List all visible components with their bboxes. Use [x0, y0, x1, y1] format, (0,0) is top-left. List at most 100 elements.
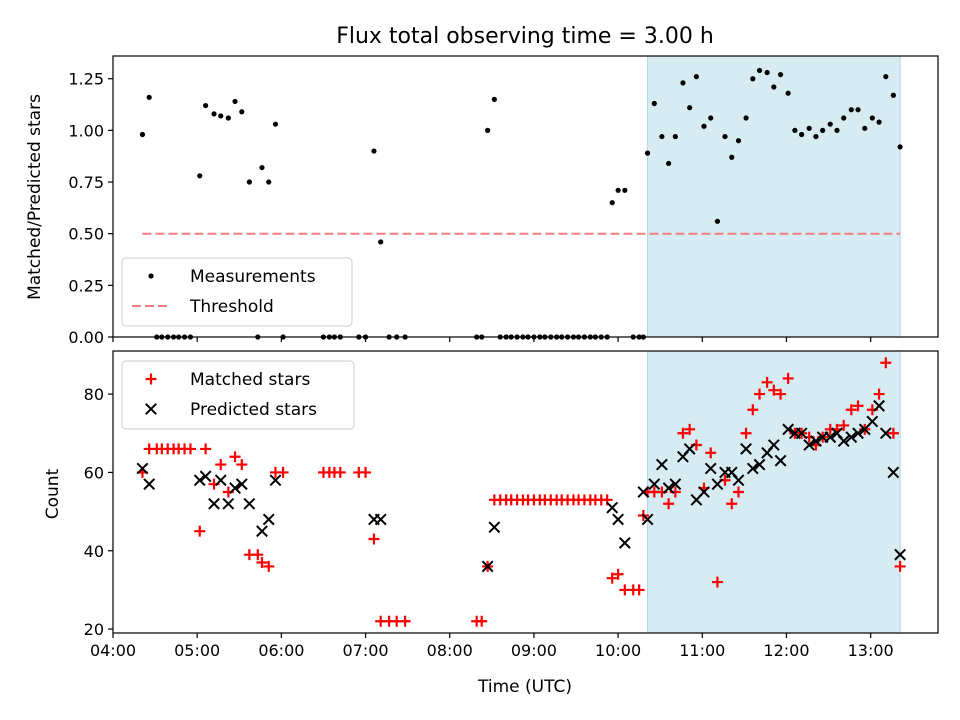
predicted-star-point: [803, 439, 816, 451]
measurement-point: [239, 109, 245, 115]
measurement-point: [799, 131, 805, 138]
measurement-point: [827, 121, 833, 127]
x-tick-label: 04:00: [90, 641, 136, 660]
predicted-star-point: [746, 462, 759, 475]
x-tick-label: 11:00: [679, 641, 725, 660]
predicted-star-point: [243, 497, 256, 510]
predicted-star-point: [795, 427, 808, 440]
matched-star-point: [754, 388, 766, 400]
predicted-star-point: [256, 525, 268, 538]
predicted-star-point: [879, 427, 892, 440]
predicted-star-point: [374, 513, 387, 526]
matched-star-point: [368, 533, 380, 545]
measurement-point: [246, 179, 252, 185]
predicted-star-point: [199, 470, 212, 483]
predicted-star-point: [269, 474, 282, 487]
measurement-point: [722, 133, 728, 140]
legend-box: [121, 257, 353, 327]
observing-window-region: [647, 55, 901, 338]
measurement-point: [485, 127, 491, 133]
predicted-star-point: [873, 399, 885, 412]
matched-star-point: [677, 427, 689, 439]
measurement-point: [862, 125, 868, 131]
matched-star-point: [726, 498, 738, 510]
matched-star-point: [768, 384, 780, 396]
predicted-star-point: [641, 513, 654, 526]
matched-star-point: [277, 466, 289, 478]
measurement-point: [756, 67, 763, 74]
measurement-point: [672, 133, 678, 140]
matched-star-point: [747, 404, 759, 416]
measurement-point: [869, 115, 875, 121]
y-tick-label: 0.75: [68, 173, 104, 192]
top-axes: 0.00 0.25 0.50 0.75 1.00 1.25 Measurements Thre…: [68, 55, 939, 347]
legend-label: Matched stars: [190, 370, 310, 390]
predicted-star-point: [222, 497, 235, 510]
y-tick-label: 20: [84, 620, 104, 639]
measurement-point: [855, 107, 861, 113]
predicted-star-point: [753, 458, 766, 471]
matched-star-point: [740, 427, 752, 439]
predicted-star-point: [488, 521, 501, 534]
measurement-point: [693, 74, 699, 80]
matched-star-point: [887, 427, 899, 439]
predicted-star-point: [810, 435, 822, 447]
matched-star-point: [782, 372, 794, 384]
y-tick-label: 60: [84, 463, 104, 482]
matched-star-point: [476, 615, 488, 627]
predicted-star-point: [837, 435, 850, 447]
measurement-point: [197, 173, 203, 179]
measurement-point: [743, 115, 749, 121]
matched-star-point: [761, 376, 773, 388]
y-tick-label: 1.25: [68, 70, 104, 89]
x-tick-label: 08:00: [427, 641, 473, 660]
predicted-star-point: [887, 466, 900, 479]
y-tick-label: 40: [84, 542, 104, 561]
measurement-point: [708, 115, 714, 121]
predicted-star-point: [740, 443, 752, 455]
measurement-point: [771, 84, 777, 90]
predicted-star-point: [767, 439, 780, 451]
matched-star-point: [200, 443, 212, 455]
predicted-star-point: [655, 458, 668, 471]
axes-frame: [112, 55, 939, 338]
y-tick-label: 80: [84, 385, 104, 404]
matched-star-point: [775, 388, 787, 400]
predicted-star-point: [704, 462, 717, 475]
matched-star-point: [684, 423, 696, 435]
x-axis-label: Time (UTC): [477, 677, 572, 697]
matched-star-point: [852, 400, 864, 412]
predicted-star-point: [669, 478, 682, 491]
predicted-star-point: [229, 482, 241, 494]
chart-title: Flux total observing time = 3.00 h: [336, 24, 714, 49]
legend-marker: [145, 373, 157, 385]
measurement-point: [806, 125, 812, 131]
predicted-star-point: [136, 462, 149, 475]
measurement-point: [764, 69, 770, 76]
measurement-point: [615, 187, 621, 193]
x-tick-label: 12:00: [763, 641, 809, 660]
measurement-point: [659, 133, 665, 140]
observing-window-region: [647, 350, 901, 634]
measurement-point: [701, 123, 707, 129]
matched-star-point: [732, 486, 744, 498]
bottom-y-axis-label: Count: [43, 468, 63, 519]
y-tick-label: 0.50: [68, 225, 104, 244]
measurement-point: [644, 150, 651, 156]
measurement-point: [651, 100, 657, 107]
measurement-point: [211, 111, 217, 117]
matched-star-point: [894, 560, 906, 572]
predicted-star-point: [193, 474, 206, 487]
x-tick-label: 10:00: [595, 641, 641, 660]
matched-star-point: [612, 568, 624, 580]
measurement-point: [848, 107, 854, 113]
matched-star-point: [399, 615, 411, 627]
measurement-point: [777, 71, 784, 78]
measurement-point: [883, 74, 889, 80]
matched-star-point: [633, 584, 645, 596]
predicted-star-point: [852, 427, 864, 440]
measurement-point: [272, 121, 279, 127]
matched-star-point: [229, 451, 241, 463]
